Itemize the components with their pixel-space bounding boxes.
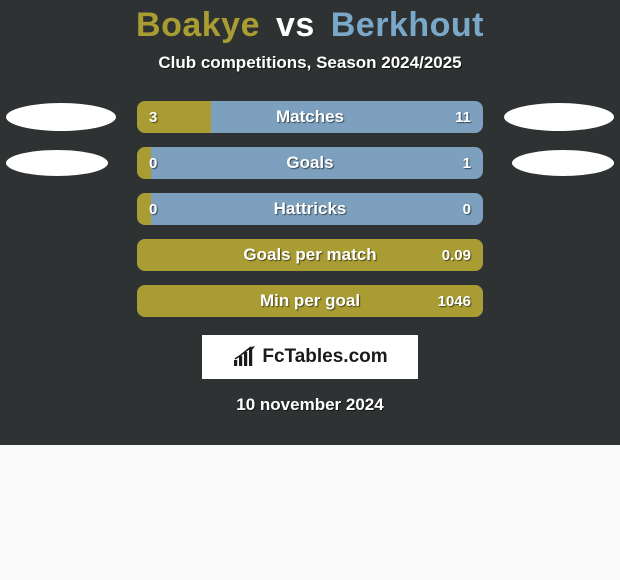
stat-row: 0 0Hattricks <box>0 193 620 225</box>
stat-row: 1046Min per goal <box>0 285 620 317</box>
below-card-area <box>0 445 620 580</box>
stat-label: Hattricks <box>137 193 483 225</box>
logo-text: FcTables.com <box>262 346 387 368</box>
stat-row: 0 1Goals <box>0 147 620 179</box>
title-player1: Boakye <box>136 6 260 44</box>
stat-right-value: 0.09 <box>442 239 471 271</box>
stat-bar-fill <box>137 285 483 317</box>
stat-left-value: 3 <box>149 101 157 133</box>
decorative-ellipse <box>504 103 614 131</box>
stat-bar: 0 0Hattricks <box>137 193 483 225</box>
decorative-ellipse <box>6 150 108 176</box>
logo-chart-icon <box>232 346 258 368</box>
stat-row: 311Matches <box>0 101 620 133</box>
title-vs: vs <box>276 6 315 44</box>
stat-right-value: 1046 <box>438 285 471 317</box>
stat-bar: 311Matches <box>137 101 483 133</box>
stat-right-value: 11 <box>455 101 471 133</box>
subtitle: Club competitions, Season 2024/2025 <box>0 53 620 73</box>
stat-label: Goals <box>137 147 483 179</box>
stat-left-value: 0 <box>149 147 157 179</box>
stat-bar: 0.09Goals per match <box>137 239 483 271</box>
stat-bar-fill <box>137 239 483 271</box>
stat-left-value: 0 <box>149 193 157 225</box>
page-title: Boakye vs Berkhout <box>0 6 620 45</box>
decorative-ellipse <box>6 103 116 131</box>
site-logo[interactable]: FcTables.com <box>202 335 418 379</box>
comparison-card: Boakye vs Berkhout Club competitions, Se… <box>0 0 620 445</box>
title-player2: Berkhout <box>331 6 484 44</box>
stat-bar: 0 1Goals <box>137 147 483 179</box>
stat-right-value: 0 <box>463 193 471 225</box>
stat-right-value: 1 <box>463 147 471 179</box>
decorative-ellipse <box>512 150 614 176</box>
stat-row: 0.09Goals per match <box>0 239 620 271</box>
snapshot-date: 10 november 2024 <box>0 395 620 415</box>
stat-rows: 311Matches01Goals00Hattricks0.09Goals pe… <box>0 101 620 317</box>
stat-bar: 1046Min per goal <box>137 285 483 317</box>
